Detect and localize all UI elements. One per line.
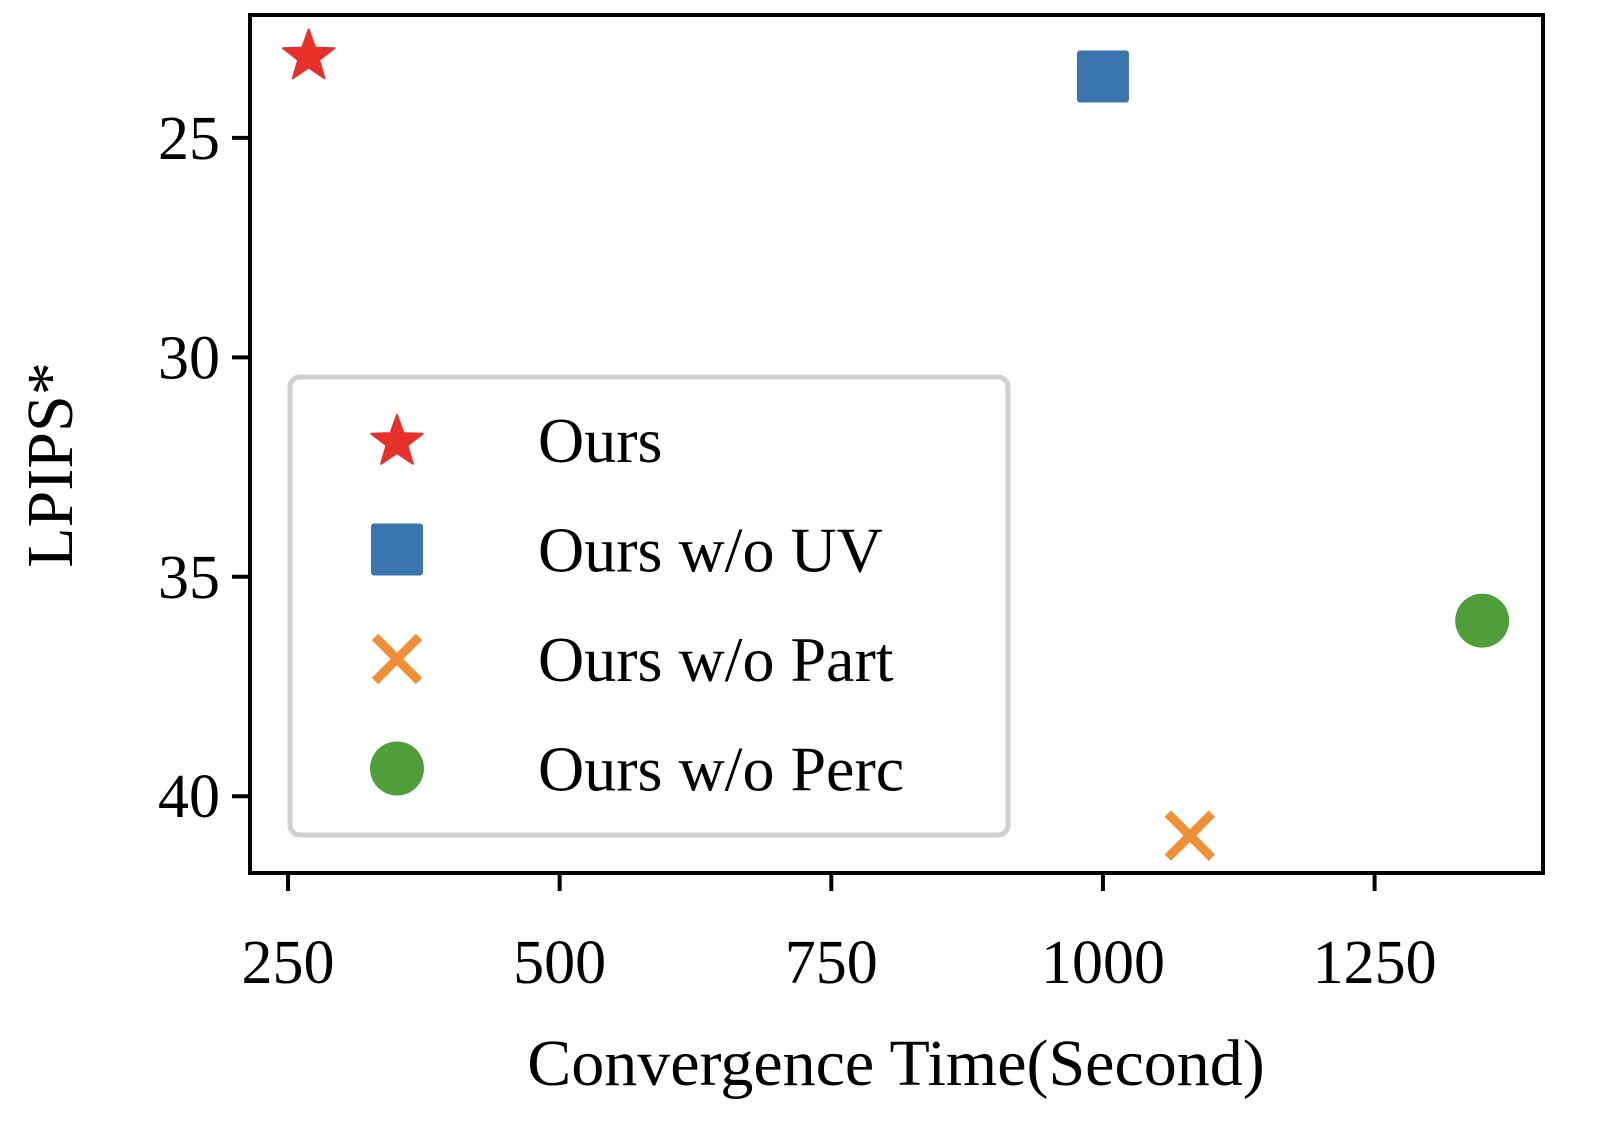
plot-frame	[248, 13, 1545, 875]
x-tick-label: 750	[785, 929, 878, 997]
legend-marker-star	[370, 414, 424, 465]
legend-label: Ours w/o Perc	[538, 734, 904, 805]
legend-label: Ours w/o UV	[538, 515, 883, 586]
x-tick-label: 1000	[1041, 929, 1165, 997]
data-point-square	[1076, 50, 1129, 103]
data-point-x	[1164, 810, 1216, 861]
data-point-star	[282, 28, 336, 80]
x-tick-label: 250	[242, 929, 335, 997]
legend-label: Ours	[538, 405, 662, 476]
legend-item: Ours w/o UV	[371, 515, 883, 586]
x-tick-label: 1250	[1313, 929, 1437, 997]
legend-item: Ours w/o Perc	[370, 734, 904, 805]
legend-marker-circle	[370, 741, 424, 796]
x-tick-label: 500	[513, 929, 606, 997]
data-point-circle	[1455, 593, 1510, 648]
legend-label: Ours w/o Part	[538, 624, 894, 695]
legend-item: Ours w/o Part	[371, 624, 894, 695]
y-tick-label: 30	[158, 324, 220, 392]
y-tick-label: 25	[158, 105, 220, 173]
legend-marker-x	[371, 633, 423, 685]
legend: Ours Ours w/o UV Ours w/o Part Ours w/o Per…	[287, 374, 1011, 838]
legend-marker-square	[371, 523, 423, 576]
y-tick-label: 35	[158, 544, 220, 612]
x-axis-label: Convergence Time(Second)	[527, 1027, 1265, 1100]
legend-box	[287, 374, 1011, 838]
y-tick-label: 40	[158, 763, 220, 831]
legend-item: Ours	[370, 405, 662, 476]
y-axis-label: LPIPS*	[14, 362, 87, 567]
